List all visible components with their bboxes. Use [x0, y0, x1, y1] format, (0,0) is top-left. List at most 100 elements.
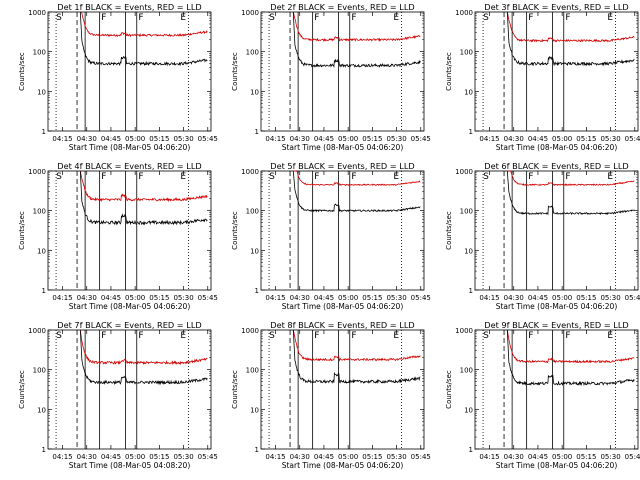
y-tick-label: 1000	[28, 168, 46, 176]
x-tick-label: 05:30	[386, 453, 406, 461]
marker-label: S	[56, 13, 62, 23]
x-tick-label: 05:15	[149, 453, 169, 461]
x-tick-label: 04:30	[290, 294, 310, 302]
x-tick-label: 05:15	[576, 294, 596, 302]
x-tick-label: 04:45	[101, 453, 121, 461]
x-tick-label: 05:45	[198, 453, 218, 461]
marker-label: F	[101, 172, 106, 182]
events-series-line	[292, 11, 421, 69]
x-axis-label: Start Time (08-Mar-05 04:06:20)	[282, 461, 404, 470]
x-tick-label: 05:15	[362, 135, 382, 143]
lld-series-line	[506, 11, 635, 43]
y-tick-label: 1	[255, 287, 259, 295]
x-axis-label: Start Time (08-Mar-05 04:06:20)	[282, 143, 404, 152]
x-tick-label: 04:15	[52, 294, 72, 302]
chart-panel-8: Det 8f BLACK = Events, RED = LLD 1 10 100 10…	[231, 320, 431, 470]
x-tick-label: 04:45	[101, 135, 121, 143]
x-tick-label: 05:45	[198, 294, 218, 302]
marker-label: S	[483, 172, 489, 182]
y-tick-label: 1	[255, 128, 259, 136]
y-tick-label: 1000	[28, 9, 46, 17]
x-tick-label: 05:15	[576, 453, 596, 461]
marker-label: S	[269, 331, 275, 341]
y-tick-label: 1	[469, 128, 473, 136]
marker-label: F	[351, 172, 356, 182]
x-tick-label: 04:30	[504, 135, 524, 143]
y-tick-label: 100	[33, 208, 46, 216]
plot-frame	[260, 11, 425, 132]
y-tick-label: 10	[37, 88, 46, 96]
marker-label: E	[607, 13, 613, 23]
x-tick-label: 05:15	[576, 135, 596, 143]
chart-panel-6: Det 6f BLACK = Events, RED = LLD 1 10 100 10…	[445, 161, 640, 311]
x-tick-label: 04:15	[479, 135, 499, 143]
x-axis-label: Start Time (08-Mar-05 04:06:20)	[496, 143, 618, 152]
x-tick-label: 05:30	[600, 294, 620, 302]
y-tick-label: 1	[469, 446, 473, 454]
y-tick-label: 100	[246, 367, 259, 375]
marker-label: F	[351, 331, 356, 341]
x-tick-label: 05:45	[411, 294, 431, 302]
y-axis-label: Counts/sec	[18, 370, 26, 409]
marker-label: F	[101, 331, 106, 341]
y-tick-label: 100	[246, 208, 259, 216]
y-tick-label: 1	[255, 446, 259, 454]
marker-label: F	[528, 172, 533, 182]
events-series-line	[506, 170, 635, 216]
marker-label: F	[565, 331, 570, 341]
x-tick-label: 04:30	[290, 135, 310, 143]
y-tick-label: 1	[42, 446, 46, 454]
marker-label: F	[351, 13, 356, 23]
lld-series-line	[293, 170, 421, 187]
plot-frame	[474, 329, 639, 450]
y-tick-label: 100	[460, 367, 473, 375]
x-tick-label: 04:15	[52, 453, 72, 461]
marker-label: S	[269, 13, 275, 23]
x-tick-label: 04:45	[528, 453, 548, 461]
y-tick-label: 100	[460, 208, 473, 216]
y-axis-label: Counts/sec	[18, 211, 26, 250]
x-tick-label: 05:00	[338, 294, 358, 302]
x-tick-label: 04:30	[77, 135, 97, 143]
y-tick-label: 1000	[455, 168, 473, 176]
marker-label: F	[565, 172, 570, 182]
x-axis-label: Start Time (08-Mar-05 04:06:20)	[282, 302, 404, 311]
marker-label: E	[607, 172, 613, 182]
marker-label: E	[393, 172, 399, 182]
x-tick-label: 05:15	[149, 135, 169, 143]
y-tick-label: 1	[42, 287, 46, 295]
y-axis-label: Counts/sec	[231, 52, 239, 91]
x-tick-label: 05:45	[198, 135, 218, 143]
x-tick-label: 04:30	[77, 294, 97, 302]
y-tick-label: 10	[37, 406, 46, 414]
marker-label: E	[607, 331, 613, 341]
plot-frame	[474, 170, 639, 291]
x-tick-label: 05:00	[552, 294, 572, 302]
x-tick-label: 04:45	[314, 294, 334, 302]
marker-label: S	[483, 13, 489, 23]
y-tick-label: 10	[250, 88, 259, 96]
events-series-line	[79, 11, 208, 67]
y-tick-label: 1000	[241, 327, 259, 335]
events-series-line	[79, 170, 208, 226]
x-tick-label: 05:00	[338, 453, 358, 461]
marker-label: S	[269, 172, 275, 182]
x-tick-label: 04:30	[504, 453, 524, 461]
x-tick-label: 04:30	[290, 453, 310, 461]
panel-title: Det 4f BLACK = Events, RED = LLD	[57, 161, 201, 171]
chart-panel-3: Det 3f BLACK = Events, RED = LLD 1 10 100 10…	[445, 2, 640, 152]
x-tick-label: 05:00	[125, 135, 145, 143]
marker-label: F	[314, 331, 319, 341]
chart-panel-2: Det 2f BLACK = Events, RED = LLD 1 10 100 10…	[231, 2, 431, 152]
x-tick-label: 05:45	[625, 135, 640, 143]
x-tick-label: 05:30	[173, 453, 193, 461]
x-tick-label: 04:15	[265, 135, 285, 143]
x-tick-label: 05:30	[386, 294, 406, 302]
y-tick-label: 10	[250, 247, 259, 255]
x-tick-label: 05:15	[362, 294, 382, 302]
marker-label: F	[138, 172, 143, 182]
x-axis-label: Start Time (08-Mar-05 04:06:20)	[69, 143, 191, 152]
lld-series-line	[292, 11, 421, 43]
marker-label: F	[528, 13, 533, 23]
y-tick-label: 100	[33, 367, 46, 375]
